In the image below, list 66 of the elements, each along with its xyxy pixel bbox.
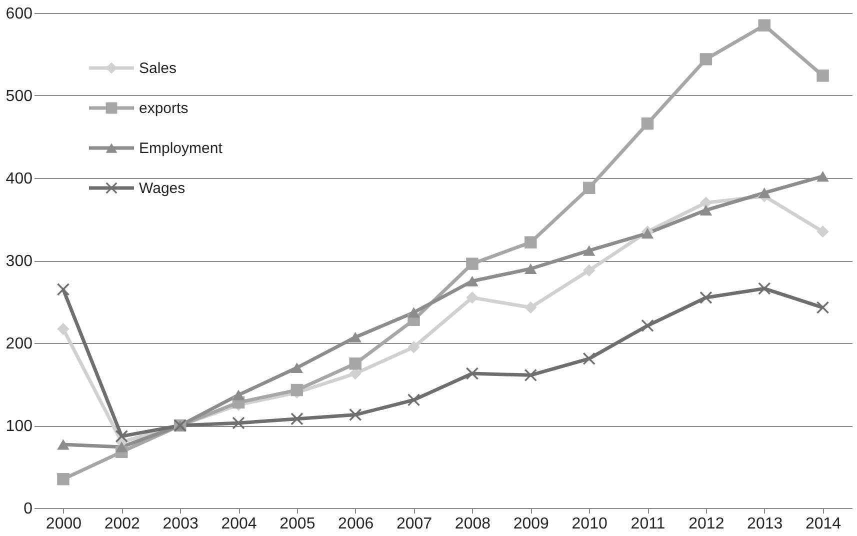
legend-label: Employment [139,140,224,157]
point [524,263,537,274]
x-tick-label: 2003 [162,516,198,532]
x-tick-label: 2006 [338,516,374,532]
point [524,301,537,314]
point [57,283,70,296]
point [116,442,128,452]
point [641,320,654,332]
point [582,352,596,365]
x-tick-label: 2009 [513,516,550,532]
legend-label: Wages [139,180,186,197]
point [582,264,596,277]
legend-label: Sales [139,60,177,77]
x-tick-label: 2005 [280,516,316,532]
x-tick-label: 2012 [688,516,724,532]
point [57,322,70,336]
point [641,117,654,130]
point [57,473,70,486]
point [349,408,362,421]
point [466,276,478,286]
point [816,301,829,314]
point [758,282,770,295]
point [290,362,304,374]
point [408,307,420,318]
point [290,412,304,426]
y-tick-label: 0 [24,500,33,518]
point [700,204,712,216]
point [816,70,829,82]
y-tick-label: 500 [6,88,33,105]
point [816,171,829,182]
point [349,332,362,343]
x-tick-label: 2004 [221,516,257,532]
x-tick-label: 2013 [747,516,783,532]
y-tick-label: 600 [6,6,33,22]
x-tick-label: 2000 [46,516,82,532]
point [758,19,770,32]
x-tick-label: 2007 [396,516,432,532]
point [466,292,478,304]
point [758,188,770,198]
point [57,439,70,450]
point [700,292,712,304]
point [466,367,478,380]
point [408,394,420,406]
y-tick-label: 400 [6,170,33,188]
x-tick-label: 2011 [630,516,666,532]
point [232,416,245,430]
point [232,390,245,400]
y-tick-label: 100 [6,418,33,435]
x-tick-label: 2008 [454,516,491,532]
point [290,384,304,396]
legend-label: exports [139,100,188,117]
point [582,182,596,194]
point [816,226,829,238]
point [116,430,128,442]
y-tick-label: 300 [6,253,33,270]
x-tick-label: 2002 [104,516,140,532]
point [408,341,420,354]
point [700,53,712,66]
point [466,258,478,270]
point [524,236,537,248]
x-tick-label: 2014 [805,516,842,532]
point [349,358,362,370]
point [524,369,537,382]
y-tick-label: 200 [6,336,33,352]
point [582,245,596,256]
x-tick-label: 2010 [572,516,608,532]
